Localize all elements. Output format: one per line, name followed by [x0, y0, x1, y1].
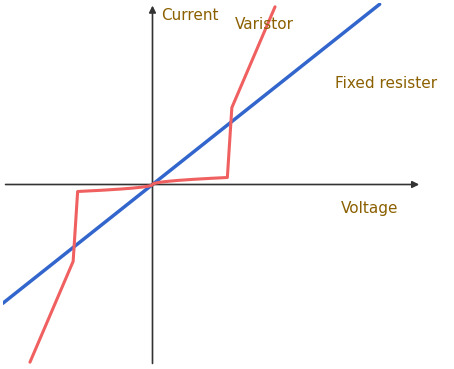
- Text: Voltage: Voltage: [341, 201, 398, 216]
- Text: Current: Current: [162, 8, 219, 23]
- Text: Varistor: Varistor: [235, 17, 294, 32]
- Text: Fixed resister: Fixed resister: [335, 76, 437, 92]
